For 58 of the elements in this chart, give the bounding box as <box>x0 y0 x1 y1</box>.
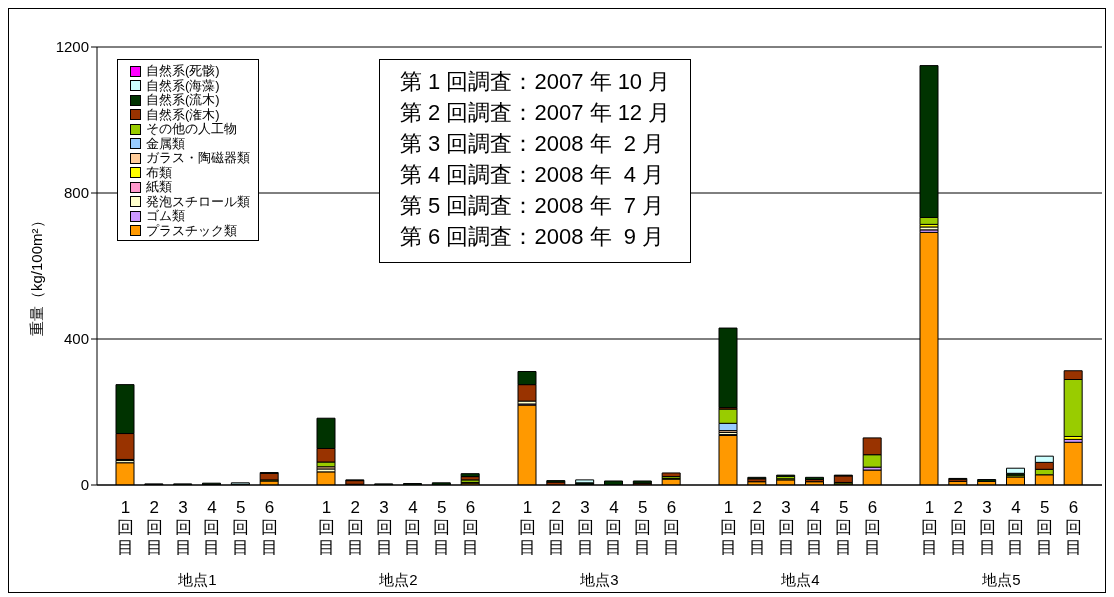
legend-label: プラスチック類 <box>146 222 237 238</box>
x-tick-label: 1回目 <box>116 498 134 557</box>
legend-label: 布類 <box>146 164 172 180</box>
legend-label: ガラス・陶磁器類 <box>146 150 250 166</box>
y-tick-label: 800 <box>63 184 89 202</box>
x-tick-label: 3回目 <box>375 498 393 557</box>
legend-label: 自然系(死骸) <box>146 63 220 78</box>
legend-label: 自然系(流木) <box>146 92 220 107</box>
x-tick-label: 3回目 <box>777 498 795 557</box>
x-tick-label: 5回目 <box>232 498 250 557</box>
legend-label: 自然系(潅木) <box>146 106 220 122</box>
x-tick-label: 4回目 <box>203 498 221 557</box>
x-tick-label: 2回目 <box>145 498 163 557</box>
x-tick-label: 5回目 <box>634 498 652 557</box>
x-tick-label: 3回目 <box>174 498 192 557</box>
y-tick-label: 400 <box>63 330 89 348</box>
x-axis-title: 地点4 <box>780 571 821 590</box>
x-tick-label: 3回目 <box>576 498 594 557</box>
x-tick-label: 2回目 <box>949 498 967 557</box>
x-tick-label: 1回目 <box>719 498 737 557</box>
annotation: 第 2 回調査：2007 年 12 月 <box>400 99 671 127</box>
y-axis-title: 重量（kg/100m²） <box>28 213 46 336</box>
x-tick-label: 1回目 <box>920 498 938 557</box>
annotation: 第 1 回調査：2007 年 10 月 <box>400 68 671 96</box>
annotation: 第 5 回調査：2008 年 7 月 <box>400 192 666 220</box>
x-axis-title: 地点2 <box>378 571 419 590</box>
x-tick-label: 4回目 <box>605 498 623 557</box>
legend-label: 発泡スチロール類 <box>146 193 250 209</box>
legend-label: 自然系(海藻) <box>146 77 220 93</box>
x-axis-title: 地点1 <box>177 571 218 590</box>
x-tick-label: 4回目 <box>404 498 422 557</box>
x-tick-label: 6回目 <box>261 498 279 557</box>
x-tick-label: 4回目 <box>806 498 824 557</box>
y-tick-label: 0 <box>80 476 89 494</box>
x-axis-title: 地点3 <box>579 571 620 590</box>
y-tick-label: 1200 <box>55 38 89 56</box>
x-tick-label: 6回目 <box>1065 498 1083 557</box>
x-tick-label: 6回目 <box>462 498 480 557</box>
annotation: 第 3 回調査：2008 年 2 月 <box>400 130 666 158</box>
x-tick-label: 5回目 <box>1036 498 1054 557</box>
legend-label: その他の人工物 <box>146 121 237 137</box>
x-tick-label: 3回目 <box>978 498 996 557</box>
x-tick-label: 1回目 <box>317 498 335 557</box>
legend-label: 紙類 <box>146 179 172 195</box>
x-tick-label: 5回目 <box>433 498 451 557</box>
x-tick-label: 5回目 <box>835 498 853 557</box>
x-tick-label: 6回目 <box>663 498 681 557</box>
x-axis-title: 地点5 <box>981 571 1022 590</box>
x-tick-label: 4回目 <box>1007 498 1025 557</box>
annotation: 第 4 回調査：2008 年 4 月 <box>400 161 666 189</box>
x-tick-label: 1回目 <box>518 498 536 557</box>
annotation: 第 6 回調査：2008 年 9 月 <box>400 223 666 251</box>
x-tick-label: 2回目 <box>346 498 364 557</box>
legend-label: ゴム類 <box>146 208 185 224</box>
legend-label: 金属類 <box>146 135 185 151</box>
x-tick-label: 2回目 <box>547 498 565 557</box>
x-tick-label: 2回目 <box>748 498 766 557</box>
x-tick-label: 6回目 <box>864 498 882 557</box>
